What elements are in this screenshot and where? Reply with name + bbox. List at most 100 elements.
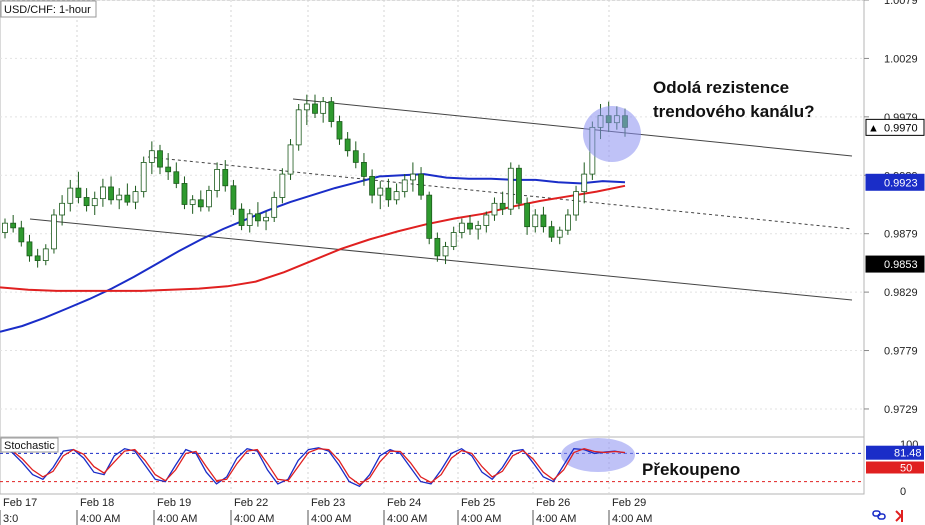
- candle-body: [108, 186, 114, 201]
- overbought-highlight: [561, 438, 635, 472]
- candle-body: [434, 237, 441, 257]
- symbol-header: USD/CHF: 1-hour: [4, 4, 91, 16]
- time-tick-label: 4:00 AM: [157, 513, 197, 525]
- candle-body: [116, 194, 123, 201]
- candle-body: [442, 246, 449, 257]
- candle-body: [540, 214, 547, 228]
- stochastic-plot-area: [0, 436, 865, 495]
- candle-body: [51, 214, 57, 250]
- candle-body: [328, 101, 335, 122]
- date-tick-label: Feb 25: [461, 497, 495, 509]
- candle-body: [516, 167, 522, 204]
- price-tick-label: 0.9779: [884, 346, 918, 358]
- candle-body: [524, 202, 531, 228]
- candle-body: [197, 199, 204, 208]
- stochastic-header-box: [0, 437, 59, 453]
- candle-body: [230, 185, 237, 210]
- candle-body: [385, 187, 392, 201]
- candle-body: [426, 194, 433, 239]
- time-tick-label: 4:00 AM: [387, 513, 427, 525]
- candle-body: [26, 241, 33, 257]
- candle-body: [75, 187, 82, 198]
- time-tick-label: 4:00 AM: [80, 513, 120, 525]
- candle-body: [124, 194, 131, 203]
- candle-body: [91, 198, 98, 207]
- price-tick-label: 1.0079: [884, 0, 918, 7]
- arrow-right-icon[interactable]: [895, 510, 903, 522]
- candle-body: [361, 162, 367, 177]
- candle-body: [532, 214, 539, 228]
- date-tick-label: Feb 19: [157, 497, 191, 509]
- time-axis: Feb 17 Feb 18 Feb 19 Feb 22 Feb 23 Feb 24 Feb …: [0, 497, 652, 525]
- stochastic-tick-label: 0: [900, 486, 906, 498]
- date-tick-label: Feb 22: [234, 497, 268, 509]
- date-tick-label: Feb 18: [80, 497, 114, 509]
- candles: [2, 94, 628, 268]
- candle-body: [564, 214, 571, 231]
- time-tick-label: 4:00 AM: [234, 513, 274, 525]
- trend-channel: [29, 98, 853, 301]
- candle-body: [2, 222, 8, 233]
- stochastic-value-box: [866, 445, 924, 460]
- candle-body: [556, 229, 563, 238]
- candle-body: [336, 121, 343, 140]
- candle-body: [450, 232, 457, 247]
- price-tick-label: 1.0029: [884, 53, 918, 65]
- candle-body: [263, 216, 269, 222]
- channel-lower-line: [29, 218, 853, 301]
- price-tick-label: 0.9729: [884, 404, 918, 416]
- annotation-line-1: Odolá rezistence: [653, 78, 789, 97]
- candle-body: [157, 150, 163, 168]
- stochastic-level-box: [866, 461, 924, 474]
- price-tick-label: 0.9829: [884, 287, 918, 299]
- stochastic-header: Stochastic: [4, 440, 55, 452]
- resistance-highlight: [583, 106, 641, 162]
- price-tag-label: 0.9970: [884, 122, 918, 134]
- candle-body: [303, 103, 310, 111]
- candle-body: [458, 222, 465, 233]
- time-tick-label: 4:00 AM: [612, 513, 652, 525]
- time-tick-label: 3:0: [3, 513, 18, 525]
- time-tick-label: 4:00 AM: [536, 513, 576, 525]
- candle-body: [507, 167, 514, 210]
- stochastic-d-line: [1, 448, 626, 486]
- candle-body: [189, 199, 196, 205]
- stochastic-lines: [1, 447, 626, 488]
- candle-body: [271, 197, 278, 218]
- symbol-header-box: [0, 0, 97, 18]
- price-tick-label: 0.9879: [884, 229, 918, 241]
- date-tick-label: Feb 26: [536, 497, 570, 509]
- candle-body: [573, 191, 579, 216]
- candle-body: [475, 225, 482, 230]
- candle-body: [254, 213, 261, 222]
- candle-body: [83, 197, 90, 207]
- date-tick-label: Feb 17: [3, 497, 37, 509]
- candle-body: [140, 162, 147, 193]
- candle-body: [59, 202, 66, 216]
- candle-body: [344, 138, 351, 152]
- date-tick-label: Feb 24: [387, 497, 421, 509]
- overbought-annotation: Překoupeno: [642, 460, 740, 479]
- candle-body: [279, 173, 286, 198]
- time-tick-label: 4:00 AM: [461, 513, 501, 525]
- candle-body: [418, 173, 424, 196]
- candle-body: [238, 208, 245, 226]
- date-tick-label: Feb 29: [612, 497, 646, 509]
- candle-body: [132, 191, 139, 203]
- price-tag-box: [865, 255, 925, 273]
- candle-body: [165, 166, 172, 173]
- candle-body: [312, 103, 318, 114]
- candle-body: [409, 173, 416, 181]
- candle-body: [499, 202, 506, 210]
- candle-body: [287, 144, 294, 175]
- price-tag-label: 0.9853: [884, 259, 918, 271]
- candle-body: [581, 173, 588, 193]
- candle-body: [173, 171, 180, 184]
- date-tick-label: Feb 23: [311, 497, 345, 509]
- candle-body: [214, 169, 221, 191]
- candle-body: [491, 202, 498, 216]
- candle-body: [352, 150, 359, 163]
- price-tag-label: 0.9923: [884, 177, 918, 189]
- link-icon[interactable]: [872, 510, 886, 520]
- channel-mid-line: [147, 156, 853, 230]
